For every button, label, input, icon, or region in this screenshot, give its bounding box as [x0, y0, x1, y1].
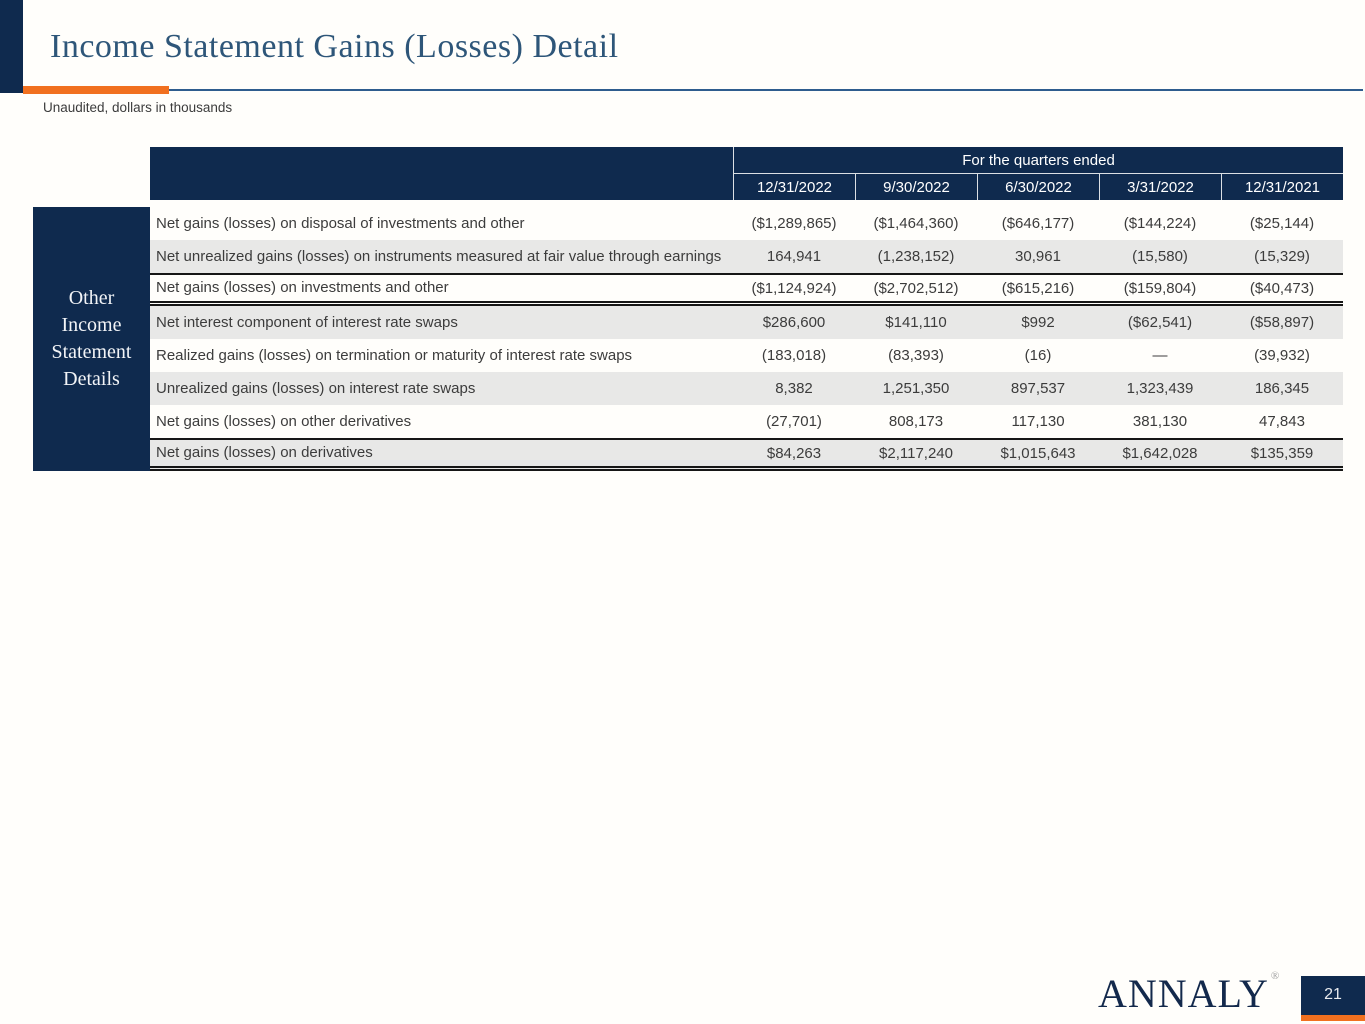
cell-value: $84,263: [766, 444, 822, 462]
annaly-logo: ANNALY ®: [1098, 970, 1280, 1017]
page-number: 21: [1324, 986, 1342, 1003]
cell-value: 8,382: [775, 380, 813, 397]
cell-value: $1,642,028: [1122, 444, 1198, 462]
header-rule-orange-accent: [23, 86, 169, 94]
cell-value: (183,018): [761, 347, 827, 364]
cell-value: ($1,464,360): [873, 215, 959, 232]
row-label: Realized gains (losses) on termination o…: [156, 346, 633, 364]
table-row: Net gains (losses) on disposal of invest…: [150, 207, 1343, 240]
column-header-date: 6/30/2022: [977, 174, 1099, 200]
row-label: Unrealized gains (losses) on interest ra…: [156, 379, 476, 397]
cell-value: (39,932): [1254, 347, 1310, 364]
annaly-logo-text: ANNALY: [1098, 971, 1269, 1016]
cell-value: (15,329): [1254, 248, 1310, 265]
table-row: Net unrealized gains (losses) on instrum…: [150, 240, 1343, 273]
cell-value: ($1,124,924): [751, 279, 837, 297]
cell-value: (27,701): [766, 413, 822, 430]
cell-value: 381,130: [1132, 413, 1188, 430]
subtitle-note: Unaudited, dollars in thousands: [43, 100, 233, 115]
header-rule-line: [23, 89, 1363, 91]
income-statement-table: For the quarters ended 12/31/2022 9/30/20…: [150, 147, 1343, 471]
page-number-box: 21: [1301, 976, 1365, 1021]
cell-value: ($1,289,865): [751, 215, 837, 232]
cell-value: ($25,144): [1249, 215, 1315, 232]
cell-value: 47,843: [1259, 413, 1305, 430]
side-label-line: Income: [61, 314, 122, 336]
table-header-group-label: For the quarters ended: [733, 147, 1343, 174]
table-row: Realized gains (losses) on termination o…: [150, 339, 1343, 372]
header-accent-block: [0, 0, 23, 93]
table-row: Net interest component of interest rate …: [150, 306, 1343, 339]
side-label-line: Details: [63, 368, 120, 390]
cell-value: ($615,216): [1001, 279, 1075, 297]
cell-value: 897,537: [1010, 380, 1066, 397]
cell-value: 186,345: [1254, 380, 1310, 397]
cell-value: (15,580): [1132, 248, 1188, 265]
cell-value: $2,117,240: [879, 444, 953, 462]
cell-value: (16): [1024, 347, 1052, 364]
cell-value: ($62,541): [1127, 314, 1193, 331]
cell-value: $135,359: [1250, 444, 1314, 462]
table-row: Net gains (losses) on investments and ot…: [150, 273, 1343, 306]
cell-value: ($159,804): [1123, 279, 1197, 297]
table-row: Net gains (losses) on other derivatives (…: [150, 405, 1343, 438]
column-header-date: 3/31/2022: [1099, 174, 1221, 200]
table-row: Net gains (losses) on derivatives $84,263…: [150, 438, 1343, 471]
column-header-date: 12/31/2022: [733, 174, 855, 200]
cell-value: 30,961: [1015, 248, 1061, 265]
table-body: Net gains (losses) on disposal of invest…: [150, 207, 1343, 471]
cell-value: 808,173: [888, 413, 944, 430]
cell-value: —: [1152, 347, 1168, 364]
cell-value: ($40,473): [1249, 279, 1315, 297]
registered-trademark-icon: ®: [1270, 970, 1281, 982]
cell-value: ($646,177): [1001, 215, 1075, 232]
row-label: Net gains (losses) on disposal of invest…: [156, 214, 525, 232]
cell-value: 164,941: [766, 248, 822, 265]
table-row: Unrealized gains (losses) on interest ra…: [150, 372, 1343, 405]
cell-value: 1,251,350: [882, 380, 950, 397]
page-number-accent-bar: [1301, 1015, 1365, 1021]
column-header-date: 9/30/2022: [855, 174, 977, 200]
row-label: Net gains (losses) on derivatives: [156, 444, 373, 461]
cell-value: $141,110: [885, 314, 947, 331]
cell-value: $1,015,643: [1000, 444, 1076, 462]
row-label: Net gains (losses) on investments and ot…: [156, 279, 449, 296]
cell-value: 117,130: [1011, 413, 1065, 430]
table-side-label: Other Income Statement Details: [33, 207, 150, 471]
row-label: Net unrealized gains (losses) on instrum…: [156, 247, 722, 265]
side-label-line: Other: [68, 287, 115, 309]
cell-value: ($58,897): [1249, 314, 1315, 331]
page-title: Income Statement Gains (Losses) Detail: [50, 28, 619, 65]
cell-value: (1,238,152): [877, 248, 955, 265]
table-header-gap: [150, 200, 1343, 207]
table-header-spacer: [150, 147, 733, 200]
table-header: For the quarters ended 12/31/2022 9/30/20…: [150, 147, 1343, 200]
row-label: Net gains (losses) on other derivatives: [156, 412, 412, 430]
column-header-date: 12/31/2021: [1221, 174, 1343, 200]
cell-value: 1,323,439: [1126, 380, 1194, 397]
row-label: Net interest component of interest rate …: [156, 313, 458, 331]
side-label-line: Statement: [51, 341, 132, 363]
cell-value: (83,393): [888, 347, 944, 364]
cell-value: $286,600: [762, 314, 826, 331]
cell-value: ($144,224): [1123, 215, 1197, 232]
cell-value: ($2,702,512): [873, 279, 959, 297]
cell-value: $992: [1021, 314, 1055, 331]
